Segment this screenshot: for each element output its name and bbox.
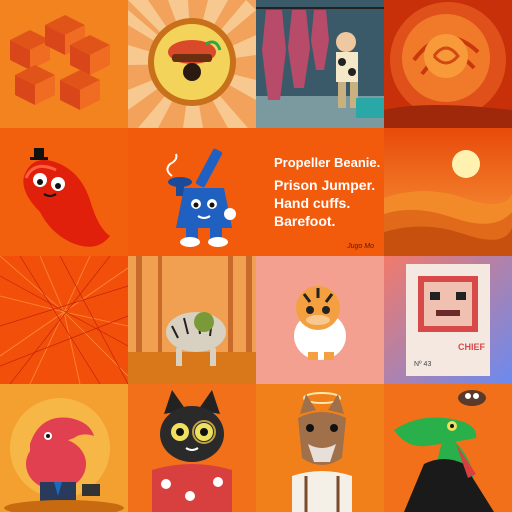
desert-sunset-art [384, 128, 512, 256]
tile-tiger-duck[interactable] [256, 256, 384, 384]
sunburst-badge-art [128, 0, 256, 128]
tile-autumn-forest[interactable] [128, 256, 256, 384]
artist-signature: Jugo Mo [347, 243, 374, 250]
wolf-halo-art [256, 384, 384, 512]
dolphin-suit-art [0, 384, 128, 512]
tile-black-cat[interactable] [128, 384, 256, 512]
black-cat-art [128, 384, 256, 512]
butcher-shop-art [256, 0, 384, 128]
isometric-blocks-art [0, 0, 128, 128]
green-lizard-art [384, 384, 512, 512]
tile-red-bean-character[interactable] [0, 128, 128, 256]
tile-wolf-halo[interactable] [256, 384, 384, 512]
red-lines-art [0, 256, 128, 384]
tile-orange-rose[interactable] [384, 0, 512, 128]
tiger-duck-art [256, 256, 384, 384]
autumn-forest-art [128, 256, 256, 384]
caption-line: Propeller Beanie. [274, 155, 381, 170]
tile-dolphin-suit[interactable] [0, 384, 128, 512]
caption-line: Prison Jumper. [274, 177, 376, 193]
rose-art [384, 0, 512, 128]
pixel-poster-art: CHIEF Nº 43 [384, 256, 512, 384]
tile-bong-character[interactable]: Propeller Beanie. Prison Jumper. Hand cu… [128, 128, 384, 256]
bong-character-art [128, 128, 384, 256]
poster-number: Nº 43 [414, 361, 431, 368]
tile-isometric-blocks[interactable] [0, 0, 128, 128]
tile-sunburst-badge[interactable] [128, 0, 256, 128]
tile-desert-sunset[interactable] [384, 128, 512, 256]
caption-line: Hand cuffs. [274, 195, 351, 211]
tile-butcher-shop[interactable] [256, 0, 384, 128]
featured-caption: Propeller Beanie. Prison Jumper. Hand cu… [274, 154, 380, 230]
caption-line: Barefoot. [274, 213, 336, 229]
red-bean-art [0, 128, 128, 256]
tile-red-lines[interactable] [0, 256, 128, 384]
tile-pixel-poster[interactable]: CHIEF Nº 43 [384, 256, 512, 384]
poster-title: CHIEF [458, 342, 486, 352]
tile-green-lizard[interactable] [384, 384, 512, 512]
